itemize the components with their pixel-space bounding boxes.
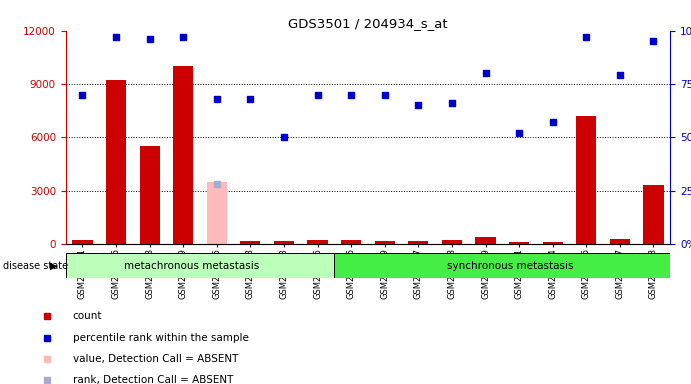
Bar (173, 66, 193, 244)
Point (379, 91, 390, 98)
Bar (66, 253, 334, 278)
Bar (442, 240, 462, 244)
Text: ▶: ▶ (50, 261, 57, 271)
Bar (341, 240, 361, 244)
Bar (140, 146, 160, 244)
Text: rank, Detection Call = ABSENT: rank, Detection Call = ABSENT (73, 375, 233, 384)
Bar (609, 238, 630, 244)
Text: percentile rank within the sample: percentile rank within the sample (73, 333, 249, 343)
Point (211, 181, 223, 187)
Point (211, 96, 223, 102)
Point (480, 70, 491, 76)
Point (513, 130, 524, 136)
Point (413, 102, 424, 108)
Point (614, 73, 625, 79)
Point (278, 134, 290, 140)
Point (77, 91, 88, 98)
Point (312, 91, 323, 98)
Bar (240, 241, 261, 244)
Title: GDS3501 / 204934_s_at: GDS3501 / 204934_s_at (288, 17, 448, 30)
Text: synchronous metastasis: synchronous metastasis (448, 261, 574, 271)
Point (648, 38, 659, 45)
Point (245, 96, 256, 102)
Bar (207, 241, 227, 244)
Point (178, 34, 189, 40)
Point (547, 119, 558, 126)
Bar (375, 241, 395, 244)
Text: metachronous metastasis: metachronous metastasis (124, 261, 259, 271)
Point (111, 34, 122, 40)
Bar (408, 241, 428, 244)
Bar (643, 185, 663, 244)
Bar (542, 242, 562, 244)
Point (580, 34, 591, 40)
Point (144, 36, 155, 42)
Bar (207, 182, 227, 244)
Bar (307, 240, 328, 244)
Point (346, 91, 357, 98)
Text: disease state: disease state (3, 261, 68, 271)
Bar (73, 240, 93, 244)
Bar (576, 116, 596, 244)
Point (446, 100, 457, 106)
Text: value, Detection Call = ABSENT: value, Detection Call = ABSENT (73, 354, 238, 364)
Text: count: count (73, 311, 102, 321)
Bar (274, 241, 294, 244)
Bar (106, 81, 126, 244)
Bar (475, 237, 495, 244)
Bar (509, 242, 529, 244)
